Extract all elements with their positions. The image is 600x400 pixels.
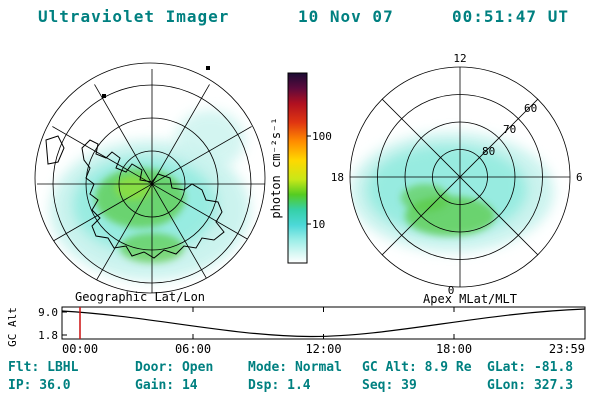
header-time: 00:51:47 UT [452, 7, 569, 26]
strip-chart-ytick-bottom: 1.8 [38, 329, 58, 342]
page-title: Ultraviolet Imager [38, 7, 229, 26]
antarctica-coastline [81, 139, 225, 259]
status-glon: GLon: 327.3 [487, 378, 573, 393]
geo-panel-content [37, 69, 265, 293]
gc-alt-strip-chart: GC Alt 9.0 1.8 00:00 06:00 12:00 18:00 2… [6, 306, 586, 356]
apex-mlt-label-6: 6 [576, 171, 583, 184]
apex-mlat-label-60: 60 [524, 102, 537, 115]
aurora-emission-green-bright [115, 176, 151, 200]
apex-panel: 12 18 6 0 60 70 80 Apex MLat/MLT [331, 52, 583, 306]
header-date: 10 Nov 07 [298, 7, 394, 26]
xtick-label-0000: 00:00 [62, 342, 98, 356]
apex-mlt-label-18: 18 [331, 171, 344, 184]
colorbar-units-label: photon cm⁻²s⁻¹ [269, 117, 283, 218]
apex-spoke-diagonal [381, 98, 539, 256]
header: Ultraviolet Imager 10 Nov 07 00:51:47 UT [38, 7, 569, 26]
geo-marker-dot [206, 66, 210, 70]
south-america-coastline [45, 135, 65, 165]
geo-grid-meridian [52, 126, 252, 242]
apex-panel-content [350, 132, 554, 252]
status-door: Door: Open [135, 360, 213, 375]
apex-mlat-label-80: 80 [482, 145, 495, 158]
xtick-label-1800: 18:00 [436, 342, 472, 356]
geo-marker-dot [102, 94, 106, 98]
aurora-oval-green-west [401, 184, 449, 212]
xtick-label-1200: 12:00 [305, 342, 341, 356]
colorbar-gradient [287, 72, 308, 264]
status-gc-alt: GC Alt: 8.9 Re [362, 360, 472, 375]
geo-panel-boundary [34, 62, 266, 294]
status-ip: IP: 36.0 [8, 378, 71, 393]
apex-mlat-label-70: 70 [503, 123, 516, 136]
strip-chart-ytick-top: 9.0 [38, 306, 58, 319]
apex-mlt-label-12: 12 [453, 52, 466, 65]
apex-panel-caption: Apex MLat/MLT [423, 292, 517, 306]
colorbar-tick-label-100: 100 [312, 130, 332, 143]
status-gain: Gain: 14 [135, 378, 198, 393]
apex-mlt-label-0: 0 [448, 284, 455, 297]
strip-chart-ylabel: GC Alt [6, 307, 19, 347]
geo-panel-caption: Geographic Lat/Lon [75, 290, 205, 304]
aurora-emission-pale-upper [175, 110, 245, 170]
xtick-label-2359: 23:59 [549, 342, 585, 356]
colorbar-tick-label-10: 10 [312, 218, 325, 231]
status-dsp: Dsp: 1.4 [248, 378, 311, 393]
status-flt: Flt: LBHL [8, 360, 79, 375]
xtick-label-0600: 06:00 [175, 342, 211, 356]
status-mode: Mode: Normal [248, 360, 342, 375]
colorbar: 100 10 photon cm⁻²s⁻¹ [269, 72, 332, 264]
geo-panel: Geographic Lat/Lon [34, 62, 266, 304]
orbit-altitude-curve [61, 308, 586, 338]
status-readout: Flt: LBHL Door: Open Mode: Normal GC Alt… [8, 360, 573, 393]
status-seq: Seq: 39 [362, 378, 417, 393]
status-glat: GLat: -81.8 [487, 360, 573, 375]
